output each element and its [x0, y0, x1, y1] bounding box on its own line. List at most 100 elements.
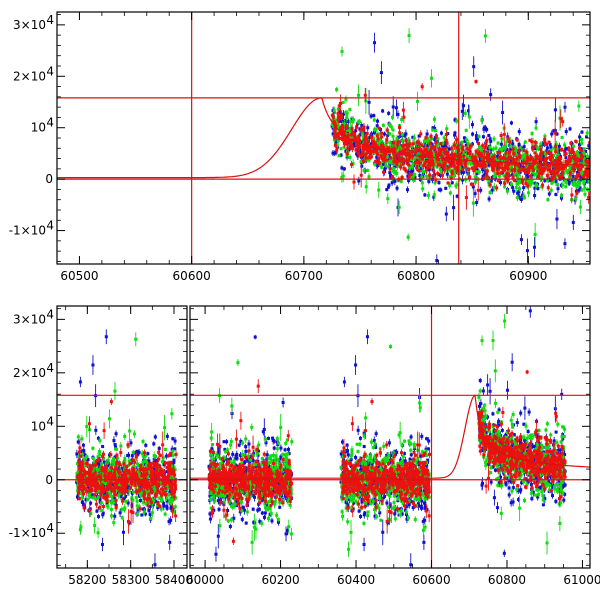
top-point-2 [498, 155, 502, 159]
top-point-1 [465, 138, 469, 142]
top-point-1 [336, 107, 340, 111]
top-point-1 [464, 148, 468, 152]
top-point-0 [388, 171, 392, 175]
top-point-2 [442, 168, 446, 172]
top-point-0 [423, 193, 427, 197]
top-point-2 [567, 146, 571, 150]
top-point-0 [505, 147, 509, 151]
top-point-1 [336, 139, 340, 143]
top-point-1 [508, 169, 512, 173]
top-point-2 [425, 168, 429, 172]
top-point-0 [340, 166, 344, 170]
bottom-seg0-point-0 [106, 487, 110, 491]
top-point-0 [499, 142, 503, 146]
top-point-2 [381, 145, 385, 149]
top-point-1 [499, 164, 503, 168]
top-point-0 [437, 181, 441, 185]
top-point-1 [520, 157, 524, 161]
top-point-0 [519, 198, 523, 202]
bottom-seg0-point-0 [118, 511, 122, 515]
top-point-1 [422, 139, 426, 143]
top-point-1 [330, 122, 334, 126]
bottom-seg0-point-0 [105, 502, 109, 506]
top-point-1 [432, 193, 436, 197]
top-point-2 [444, 138, 448, 142]
top-point-1 [420, 175, 424, 179]
top-point-1 [474, 153, 478, 157]
top-point-2 [540, 171, 544, 175]
top-point-1 [583, 192, 587, 196]
top-point-1 [348, 119, 352, 123]
top-point-2 [448, 164, 452, 168]
top-point-2 [544, 160, 548, 164]
top-point-2 [413, 160, 417, 164]
top-point-0 [466, 109, 470, 113]
top-point-0 [547, 192, 551, 196]
top-point-1 [426, 193, 430, 197]
top-point-1 [408, 165, 412, 169]
top-point-2 [419, 132, 423, 136]
top-point-2 [377, 161, 381, 165]
top-point-2 [554, 167, 558, 171]
top-point-2 [396, 159, 400, 163]
top-point-2 [356, 143, 360, 147]
top-point-2 [450, 155, 454, 159]
top-point-1 [435, 165, 439, 169]
top-point-0 [471, 132, 475, 136]
top-point-0 [578, 143, 582, 147]
top-point-2 [541, 183, 545, 187]
top-point-2 [446, 153, 450, 157]
top-point-0 [444, 212, 448, 216]
top-point-2 [482, 149, 486, 153]
top-point-1 [455, 119, 459, 123]
top-point-2 [574, 139, 578, 143]
top-point-0 [563, 242, 567, 246]
top-point-2 [332, 128, 336, 132]
top-point-1 [391, 115, 395, 119]
top-point-1 [348, 127, 352, 131]
top-point-2 [484, 143, 488, 147]
top-point-2 [450, 162, 454, 166]
top-point-1 [497, 174, 501, 178]
top-xtick-label: 60600 [173, 269, 211, 283]
top-point-2 [375, 152, 379, 156]
top-point-2 [534, 155, 538, 159]
top-point-2 [439, 149, 443, 153]
top-point-2 [507, 163, 511, 167]
bottom-seg0-point-0 [84, 498, 88, 502]
top-point-1 [582, 147, 586, 151]
top-point-2 [405, 143, 409, 147]
top-ytick-exponent: 4 [46, 13, 54, 27]
top-point-2 [506, 165, 510, 169]
top-point-2 [414, 147, 418, 151]
top-point-2 [559, 161, 563, 165]
top-point-1 [377, 188, 381, 192]
top-point-2 [492, 163, 496, 167]
top-point-2 [469, 182, 473, 186]
top-point-2 [499, 162, 503, 166]
top-point-1 [348, 155, 352, 159]
top-point-2 [452, 143, 456, 147]
top-point-2 [346, 146, 350, 150]
top-point-2 [539, 166, 543, 170]
top-point-0 [406, 170, 410, 174]
top-point-0 [478, 157, 482, 161]
top-point-0 [366, 126, 370, 130]
top-point-2 [483, 164, 487, 168]
top-point-2 [444, 133, 448, 137]
top-point-2 [472, 168, 476, 172]
top-point-2 [499, 156, 503, 160]
top-point-2 [369, 155, 373, 159]
top-point-2 [517, 164, 521, 168]
top-point-0 [548, 143, 552, 147]
top-point-2 [341, 125, 345, 129]
top-point-2 [375, 134, 379, 138]
top-point-1 [574, 197, 578, 201]
top-point-2 [369, 136, 373, 140]
top-point-1 [453, 170, 457, 174]
top-point-1 [501, 147, 505, 151]
top-point-0 [475, 171, 479, 175]
top-point-2 [550, 160, 554, 164]
top-point-1 [413, 142, 417, 146]
